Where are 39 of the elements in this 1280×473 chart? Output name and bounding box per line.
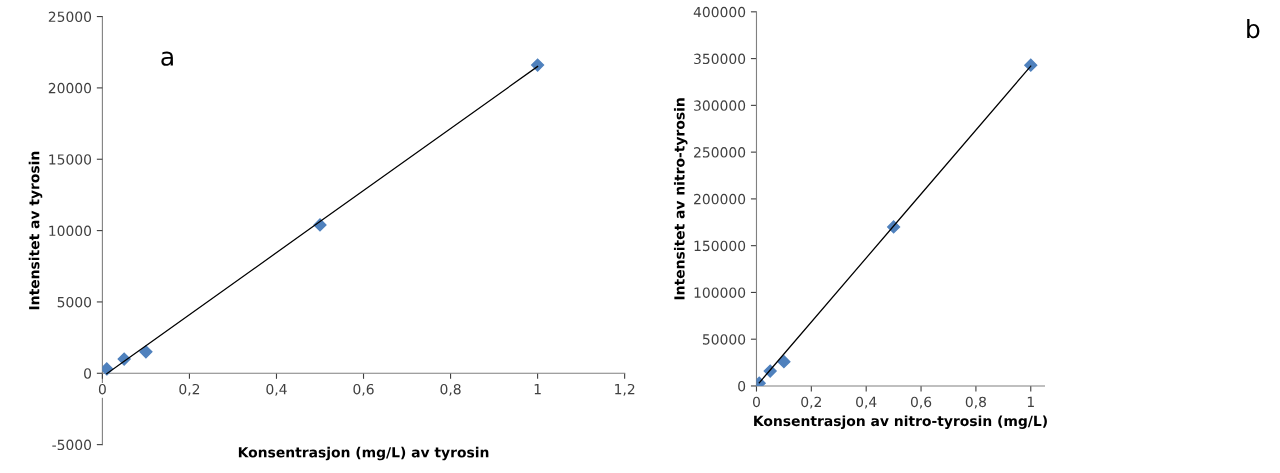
point — [1024, 58, 1038, 72]
point — [777, 355, 791, 369]
y-tick-label: 50000 — [702, 334, 746, 345]
x-tick-label: 0 — [752, 396, 760, 408]
x-tick-label: 1 — [1027, 396, 1034, 407]
y-tick-label: 350000 — [694, 53, 746, 65]
x-axis-title: Konsentrasjon (mg/L) av tyrosin — [238, 446, 489, 461]
y-tick-label: 200000 — [694, 193, 746, 205]
annotation: a — [161, 51, 173, 66]
point — [531, 58, 545, 72]
x-tick-label: 0,4 — [856, 396, 877, 409]
x-tick-label: 0,6 — [353, 383, 374, 396]
point — [139, 345, 153, 359]
x-tick-label: 0,4 — [266, 383, 287, 396]
x-tick-label: 0,8 — [440, 383, 461, 396]
y-tick-label: 100000 — [694, 287, 746, 298]
x-tick-label: 1,2 — [615, 383, 635, 396]
y-tick-label: 15000 — [49, 154, 92, 165]
text: b — [1247, 18, 1260, 39]
x-tick-label: 0,2 — [179, 383, 200, 396]
x-tick-label: 0 — [98, 383, 106, 395]
x-tick-label: 1 — [534, 384, 541, 395]
y-tick-label: 250000 — [694, 147, 746, 158]
y-tick-label: 25000 — [48, 11, 92, 23]
x-tick-label: 0,6 — [910, 396, 932, 409]
y-tick-label: 5000 — [57, 296, 92, 308]
x-tick-label: 0,2 — [801, 396, 821, 409]
x-tick-label: 0,8 — [965, 396, 986, 409]
y-tick-label: 300000 — [694, 100, 746, 111]
y-tick-label: 10000 — [49, 225, 92, 237]
y-tick-label: 150000 — [694, 240, 746, 252]
point — [102, 362, 114, 376]
y-axis-title: Intensitet av nitro-tyrosin — [673, 98, 688, 300]
y-tick-label: 400000 — [693, 6, 746, 18]
y-axis-title: Intensitet av tyrosin — [28, 151, 43, 310]
x-axis-title: Konsentrasjon av nitro-tyrosin (mg/L) — [754, 415, 1047, 429]
y-tick-label: -5000 — [52, 439, 92, 451]
y-tick-label: 20000 — [48, 82, 92, 94]
y-tick-label: 0 — [84, 368, 92, 379]
